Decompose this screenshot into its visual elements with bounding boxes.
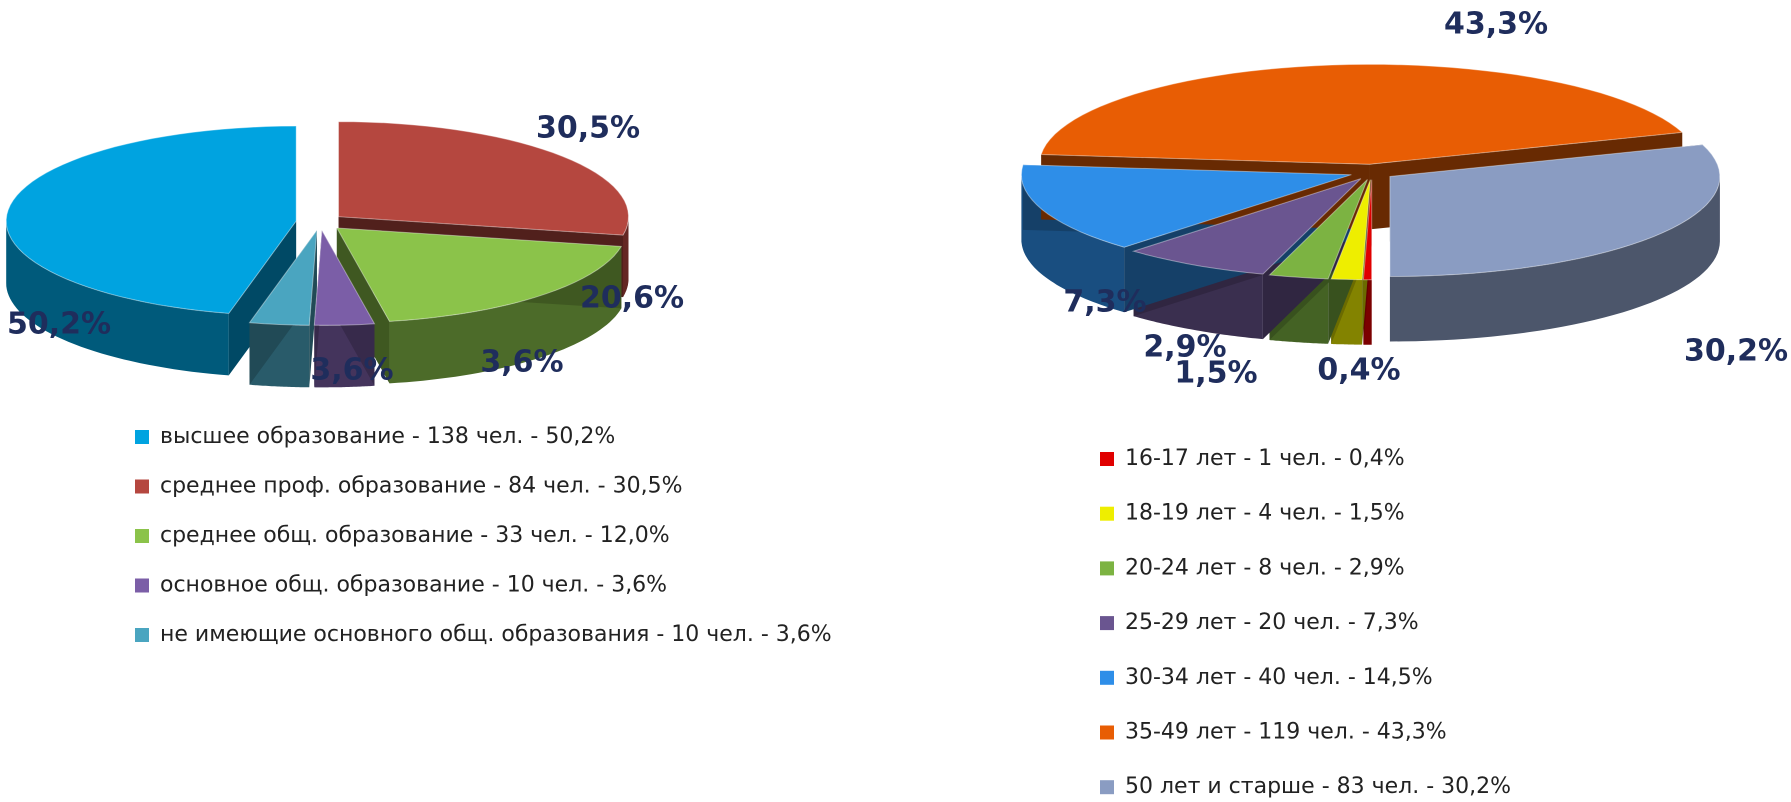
- slice-side: [1021, 174, 1125, 313]
- legend-label: 50 лет и старше - 83 чел. - 30,2%: [1125, 774, 1511, 799]
- value-label: 3,6%: [480, 345, 563, 380]
- legend-swatch: [135, 430, 149, 444]
- legend-label: 35-49 лет - 119 чел. - 43,3%: [1125, 720, 1447, 745]
- legend-label: не имеющие основного общ. образования - …: [160, 622, 832, 647]
- slice-side: [389, 246, 622, 384]
- value-label: 30,2%: [1684, 334, 1788, 369]
- legend-label: основное общ. образование - 10 чел. - 3,…: [160, 573, 667, 598]
- legend-swatch: [1100, 506, 1114, 521]
- value-label: 20,6%: [580, 281, 684, 316]
- slice: [1330, 179, 1371, 281]
- slice: [248, 228, 318, 326]
- pie: [5, 121, 630, 388]
- legend-swatch: [1100, 670, 1114, 685]
- legend-swatch: [135, 529, 149, 543]
- value-label: 3,6%: [310, 353, 393, 388]
- legend-label: 25-29 лет - 20 чел. - 7,3%: [1125, 610, 1419, 635]
- slice: [1362, 179, 1373, 281]
- legend-swatch: [135, 628, 149, 642]
- value-label: 1,5%: [1174, 356, 1257, 391]
- legend-label: среднее общ. образование - 33 чел. - 12,…: [160, 523, 670, 548]
- value-label: 30,5%: [536, 111, 640, 146]
- legend-label: высшее образование - 138 чел. - 50,2%: [160, 424, 615, 449]
- slice: [5, 125, 297, 314]
- legend-swatch: [135, 479, 149, 494]
- slice-side: [1389, 176, 1720, 342]
- pie: [1020, 63, 1721, 345]
- legend-label: 20-24 лет - 8 чел. - 2,9%: [1125, 555, 1405, 580]
- slice: [1389, 144, 1721, 278]
- slice: [1040, 63, 1684, 165]
- legend-swatch: [1100, 561, 1114, 576]
- legend-label: 18-19 лет - 4 чел. - 1,5%: [1125, 501, 1405, 526]
- legend-label: 30-34 лет - 40 чел. - 14,5%: [1125, 665, 1433, 690]
- slice: [1020, 164, 1352, 248]
- legend-swatch: [1100, 452, 1114, 466]
- value-label: 0,4%: [1317, 353, 1400, 388]
- slice: [313, 228, 376, 326]
- value-label: 43,3%: [1444, 7, 1548, 42]
- legend-label: 16-17 лет - 1 чел. - 0,4%: [1125, 446, 1405, 471]
- slice: [1268, 179, 1368, 280]
- value-label: 2,9%: [1143, 330, 1226, 365]
- legend-swatch: [1100, 616, 1114, 631]
- slice: [338, 121, 630, 236]
- legend-swatch: [1100, 725, 1114, 740]
- slice-side: [6, 221, 229, 376]
- slice-side: [623, 216, 629, 298]
- slice: [1131, 178, 1362, 275]
- legend-swatch: [1100, 780, 1114, 795]
- value-label: 50,2%: [7, 307, 111, 342]
- value-label: 7,3%: [1063, 285, 1146, 320]
- legend-swatch: [135, 578, 149, 593]
- slice: [336, 227, 623, 322]
- slice-wall: [228, 221, 297, 376]
- legend-label: среднее проф. образование - 84 чел. - 30…: [160, 474, 682, 499]
